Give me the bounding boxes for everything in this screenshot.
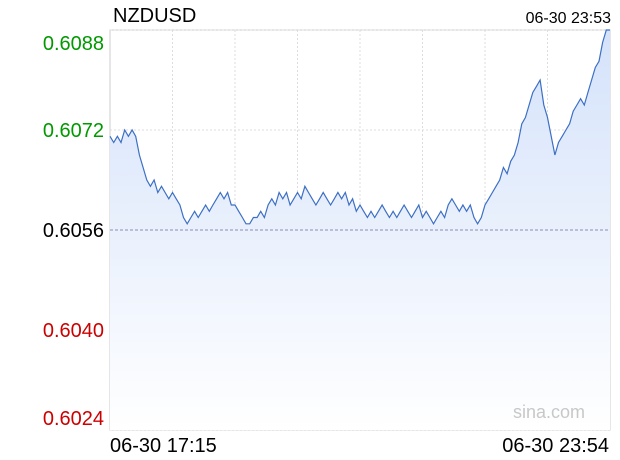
x-tick-label-start: 06-30 17:15 <box>110 435 217 457</box>
chart-title: NZDUSD <box>113 5 196 27</box>
price-line <box>109 29 610 225</box>
y-tick-label: 0.6024 <box>43 408 104 430</box>
x-tick-label-end: 06-30 23:54 <box>502 435 609 457</box>
chart-timestamp: 06-30 23:53 <box>526 10 612 27</box>
y-tick-label: 0.6056 <box>43 220 104 242</box>
watermark: sina.com <box>513 402 585 422</box>
y-tick-label: 0.6072 <box>43 120 104 142</box>
y-tick-label: 0.6088 <box>43 33 104 55</box>
y-tick-label: 0.6040 <box>43 320 104 342</box>
